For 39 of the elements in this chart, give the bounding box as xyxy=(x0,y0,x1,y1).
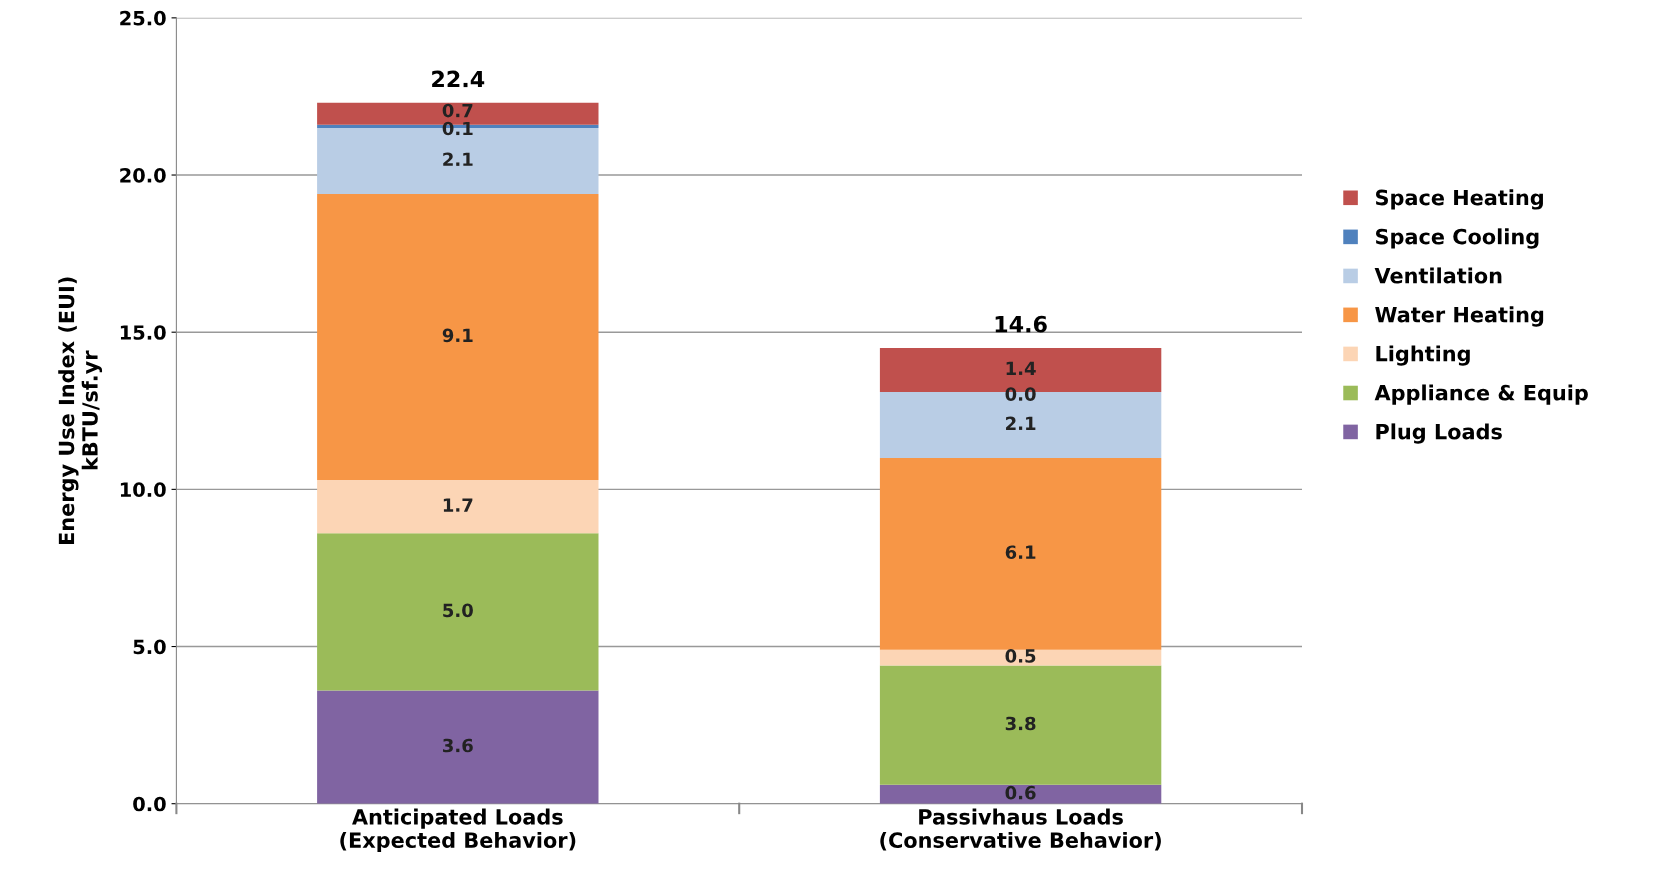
y-tick-label: 5.0 xyxy=(133,639,166,655)
data-label: 0.6 xyxy=(1005,785,1036,800)
data-label: 6.1 xyxy=(1005,545,1036,560)
legend-label: Space Heating xyxy=(1376,189,1543,210)
data-label: 0.7 xyxy=(442,103,473,118)
y-tick-label: 0.0 xyxy=(133,796,166,812)
y-tick-label: 15.0 xyxy=(120,325,166,340)
data-label: 2.1 xyxy=(443,152,473,166)
data-label: 9.1 xyxy=(442,328,473,343)
total-label: 14.6 xyxy=(995,315,1047,333)
bar xyxy=(879,649,1162,666)
y-tick-label: 20.0 xyxy=(120,167,166,183)
data-label: 1.4 xyxy=(1006,361,1036,375)
x-tick-label: Passivhaus Loads (Conservative Behavior) xyxy=(880,808,1161,851)
bar xyxy=(879,784,1162,804)
legend-label: Appliance & Equip xyxy=(1374,384,1588,405)
bar xyxy=(879,457,1162,650)
data-label: 2.1 xyxy=(1006,416,1036,430)
legend-label: Lighting xyxy=(1376,345,1470,366)
data-label: 3.8 xyxy=(1005,716,1036,731)
data-label: 5.0 xyxy=(443,603,473,618)
data-label: 1.7 xyxy=(443,498,473,512)
legend-label: Space Cooling xyxy=(1376,228,1539,249)
legend-label: Ventilation xyxy=(1374,267,1502,284)
bar xyxy=(879,665,1162,785)
y-axis-title: Energy Use Index (EUI) kBTU/sf.yr xyxy=(58,277,103,544)
legend-label: Plug Loads xyxy=(1376,423,1502,444)
y-tick-label: 10.0 xyxy=(120,482,166,498)
x-tick-label: Anticipated Loads (Expected Behavior) xyxy=(340,808,576,853)
y-tick-label: 25.0 xyxy=(120,10,166,26)
data-label: 3.6 xyxy=(443,738,473,753)
total-label: 22.4 xyxy=(432,70,485,88)
data-label: 0.1 xyxy=(442,121,473,136)
data-label: 0.5 xyxy=(1005,649,1036,663)
legend-label: Water Heating xyxy=(1375,306,1544,327)
bar xyxy=(317,690,599,804)
bar xyxy=(317,479,599,534)
bar xyxy=(317,533,599,691)
bar xyxy=(317,193,599,480)
